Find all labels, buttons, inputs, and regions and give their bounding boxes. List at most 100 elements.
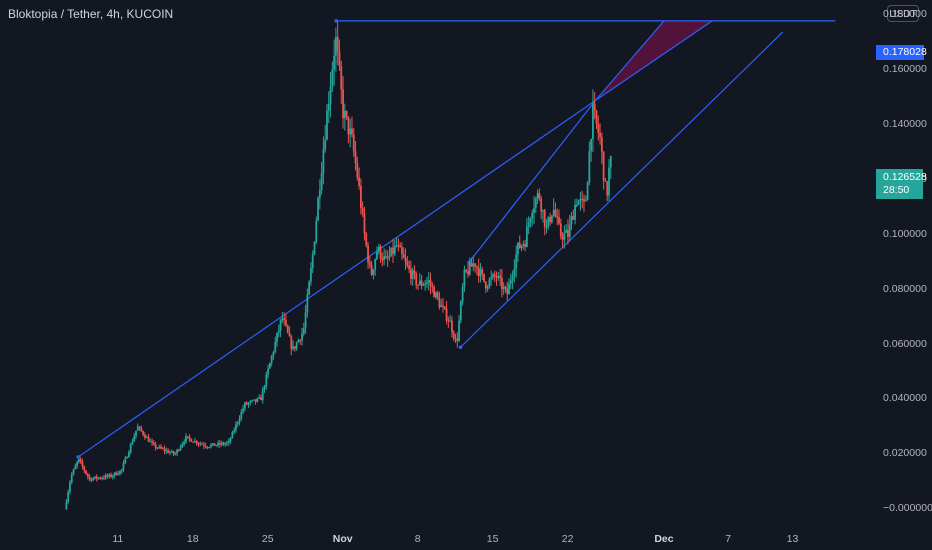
candle-body [588, 151, 591, 183]
candle-body [572, 216, 575, 220]
candle-body [220, 442, 223, 445]
candle-body [299, 339, 302, 341]
candle-body [195, 440, 198, 444]
candle-body [372, 269, 375, 275]
candle-body [170, 451, 173, 453]
countdown-label: 28:50 [883, 184, 910, 196]
candle-body [169, 452, 171, 454]
candle-body [431, 285, 434, 288]
price-axis-label: 0.100000 [883, 227, 927, 240]
candle-body [297, 339, 300, 343]
candle-body [384, 256, 387, 258]
candle-body [470, 262, 473, 267]
candle-body [92, 478, 95, 481]
candle-body [443, 306, 446, 309]
candle-body [124, 458, 127, 464]
time-axis-label: 8 [414, 533, 421, 545]
candle-body [211, 443, 214, 445]
wedge-upper-edge[interactable] [594, 20, 665, 101]
trendline-anchor[interactable] [458, 345, 463, 350]
trendline-anchor[interactable] [76, 455, 80, 459]
candle-body [347, 116, 350, 135]
candle-body [102, 477, 105, 479]
candle-body [335, 36, 337, 56]
candle-body [167, 450, 170, 453]
candle-body [161, 448, 164, 450]
candle-body [393, 245, 396, 254]
candle-body [397, 245, 400, 247]
candle-body [256, 398, 259, 402]
candle-body [324, 139, 327, 150]
candle-body [481, 269, 484, 274]
candle-body [511, 275, 514, 281]
candle-body [529, 218, 532, 223]
candle-body [483, 273, 485, 282]
candle-body [343, 110, 346, 119]
candle-body [229, 438, 232, 441]
candle-body [142, 431, 145, 435]
price-axis-label: 0.020000 [883, 447, 927, 460]
candle-body [479, 269, 482, 277]
candle-body [190, 438, 193, 442]
candle-body [492, 274, 494, 278]
candle-body [110, 474, 112, 477]
candle-body [268, 363, 271, 369]
lower-channel-line[interactable] [460, 31, 784, 348]
candle-body [502, 287, 505, 290]
price-axis-label: 0.080000 [883, 282, 927, 295]
candle-body [74, 465, 77, 470]
candle-body [202, 444, 205, 446]
candle-body [208, 447, 211, 449]
candle-body [586, 182, 589, 201]
candle-body [404, 258, 407, 262]
candle-body [138, 426, 141, 428]
candle-body [472, 263, 475, 267]
candle-body [90, 478, 93, 481]
candle-body [340, 66, 343, 90]
candle-body [140, 427, 143, 432]
candle-body [233, 430, 236, 432]
candle-body [249, 401, 252, 404]
candle-body [515, 254, 518, 269]
candle-body [484, 281, 487, 289]
candle-body [201, 443, 203, 445]
candle-body [579, 198, 582, 201]
upper-channel-line[interactable] [468, 100, 596, 263]
candle-body [113, 472, 116, 476]
candle-body [242, 408, 244, 412]
candle-body [295, 342, 298, 349]
candle-body [311, 254, 314, 269]
candle-body [392, 247, 394, 254]
candle-body [338, 51, 341, 67]
candle-body [120, 469, 123, 471]
currency-button[interactable]: USDT [887, 5, 919, 22]
high-price-label: 0.178028 [883, 46, 927, 58]
trendline-anchor[interactable] [334, 19, 339, 23]
candle-body [374, 259, 377, 270]
candle-body [426, 281, 428, 284]
candle-body [260, 397, 262, 401]
candle-body [354, 151, 357, 164]
long-trendline[interactable] [77, 99, 596, 458]
candle-body [254, 399, 257, 402]
candle-body [504, 287, 507, 289]
candle-body [127, 452, 130, 458]
candle-body [545, 226, 548, 228]
candle-body [383, 256, 385, 261]
candle-body [449, 320, 452, 322]
candle-body [595, 110, 598, 124]
candle-body [531, 213, 534, 219]
candle-body [188, 436, 191, 439]
candle-body [317, 197, 319, 221]
candle-body [131, 441, 134, 445]
candlestick-series [65, 22, 612, 510]
candle-body [99, 477, 102, 479]
candle-body [593, 103, 596, 111]
candle-body [590, 139, 593, 152]
candle-body [111, 475, 114, 477]
candle-body [76, 462, 79, 466]
wedge-lower-edge[interactable] [595, 20, 713, 101]
candle-body [442, 305, 444, 307]
time-axis-label: Nov [332, 533, 353, 545]
